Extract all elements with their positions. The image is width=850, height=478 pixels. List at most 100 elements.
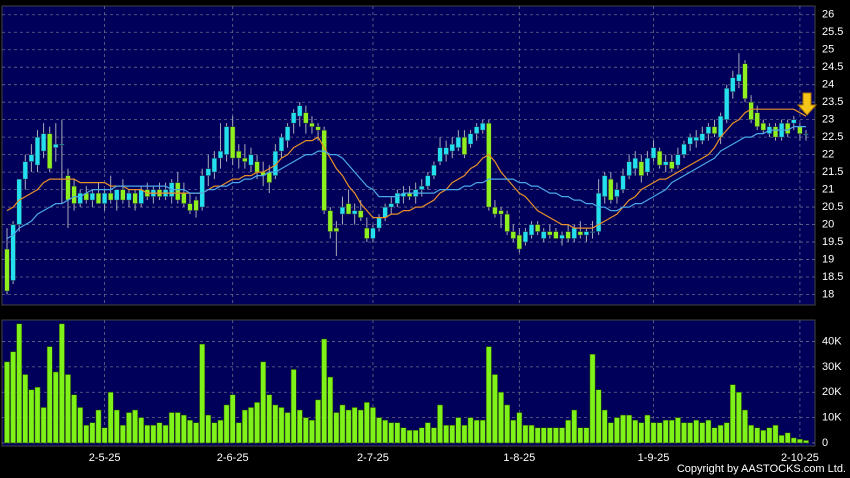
volume-bar [528, 424, 535, 444]
candle-body [345, 203, 352, 215]
y-tick-label: 20 [822, 218, 834, 230]
volume-bar [675, 417, 681, 444]
candle-body [461, 136, 468, 155]
candle-body [28, 154, 35, 162]
volume-bar [315, 399, 321, 444]
candle-body [59, 143, 65, 146]
volume-bar [504, 404, 510, 444]
candle-body [656, 150, 663, 166]
candle-body [583, 231, 590, 236]
marker-arrow [796, 92, 818, 116]
candle-body [717, 115, 724, 138]
volume-bar [40, 407, 47, 444]
volume-bar [626, 414, 632, 444]
volume-bar [187, 419, 193, 444]
volume-bar [638, 422, 645, 444]
volume-bar [138, 417, 145, 444]
volume-bar [693, 419, 700, 444]
x-tick-label: 1-9-25 [638, 452, 670, 464]
volume-bar [443, 424, 449, 444]
volume-bar [431, 427, 437, 444]
candle-body [394, 192, 401, 204]
candle-body [40, 133, 47, 152]
volume-bar [120, 424, 126, 444]
volume-bar [620, 414, 626, 444]
volume-bar [394, 422, 401, 444]
y-tick-label: 18.5 [822, 271, 843, 283]
volume-bar [418, 427, 425, 444]
volume-bar [699, 422, 706, 444]
volume-bar [22, 374, 29, 444]
volume-bar [577, 427, 584, 444]
candle-body [620, 175, 626, 190]
volume-bar [266, 394, 273, 444]
volume-bar [339, 404, 346, 444]
volume-bar [284, 412, 291, 444]
volume-bar [113, 409, 120, 444]
volume-bar [162, 424, 169, 444]
volume-bar [565, 419, 571, 444]
volume-bar [16, 323, 23, 444]
candle-body [547, 231, 553, 236]
volume-bar [83, 424, 90, 444]
candle-body [16, 178, 22, 225]
candle-body [699, 133, 705, 141]
candle-body [230, 126, 236, 159]
candle-body [388, 203, 394, 208]
volume-bar [400, 427, 407, 444]
volume-bar [345, 409, 352, 444]
volume-bar [742, 409, 748, 444]
volume-bar [760, 430, 767, 444]
volume-bar [193, 422, 199, 444]
volume-bar [632, 419, 639, 444]
candle-body [522, 231, 529, 243]
candle-body [425, 175, 431, 187]
candle-body [797, 126, 803, 134]
volume-bar [650, 422, 657, 444]
candle-body [803, 133, 809, 135]
volume-bar [174, 412, 181, 444]
volume-bar [248, 407, 254, 444]
candle-body [736, 73, 742, 82]
x-tick-label: 2-6-25 [217, 452, 249, 464]
candle-body [278, 136, 285, 152]
candle-body [785, 122, 791, 134]
candle-body [541, 231, 547, 239]
candle-body [565, 231, 571, 239]
moving-average [6, 108, 807, 229]
y-tick-label: 18 [822, 288, 834, 300]
y-tick-label: 20K [822, 386, 842, 398]
candle-body [504, 213, 510, 232]
volume-bar [687, 422, 693, 444]
volume-bar [199, 343, 206, 444]
candle-body [187, 203, 193, 211]
candle-body [370, 227, 376, 239]
volume-bar [28, 389, 35, 444]
candle-body [223, 126, 230, 155]
candle-body [254, 161, 260, 173]
candle-body [126, 192, 132, 201]
candle-body [705, 126, 712, 134]
volume-bar [797, 438, 803, 444]
volume-bar [778, 435, 785, 444]
candle-body [498, 210, 504, 215]
candle-body [291, 112, 297, 124]
candle-body [297, 105, 303, 117]
candle-body [632, 157, 638, 169]
candle-body [626, 161, 632, 176]
y-tick-label: 21.5 [822, 166, 843, 178]
candle-body [437, 147, 443, 162]
volume-bar [449, 424, 456, 444]
y-tick-label: 25 [822, 44, 834, 56]
volume-bar [217, 419, 224, 444]
volume-bar [406, 430, 413, 444]
volume-bar [681, 422, 687, 444]
volume-bar [711, 427, 718, 444]
volume-bar [534, 427, 541, 444]
volume-bar [607, 422, 614, 444]
candle-body [236, 150, 242, 159]
volume-bar [168, 412, 175, 444]
candle-body [559, 234, 565, 239]
candle-body [724, 87, 730, 120]
volume-bar [589, 353, 596, 444]
